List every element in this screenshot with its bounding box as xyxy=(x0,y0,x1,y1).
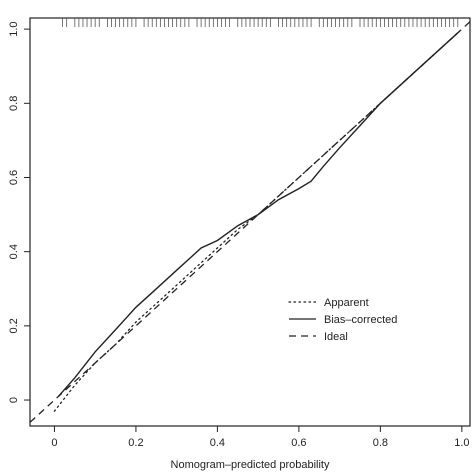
y-tick-label-3: 0.6 xyxy=(8,170,20,185)
y-tick-label-4: 0.8 xyxy=(8,96,20,111)
x-tick-label-3: 0.6 xyxy=(291,437,306,449)
y-tick-label-0: 0 xyxy=(8,397,20,403)
series-line-dotted xyxy=(53,28,463,412)
y-tick-label-5: 1.0 xyxy=(8,21,20,36)
x-axis-title: Nomogram–predicted probability xyxy=(171,459,330,471)
legend-label-dashed: Ideal xyxy=(324,331,348,343)
x-tick-label-4: 0.8 xyxy=(373,437,388,449)
x-axis: 0 0.2 0.4 0.6 0.8 1.0 xyxy=(51,426,470,449)
y-tick-label-1: 0.2 xyxy=(8,318,20,333)
x-tick-label-5: 1.0 xyxy=(454,437,469,449)
legend-label-solid: Bias–corrected xyxy=(324,314,397,326)
rug-marks xyxy=(62,18,459,27)
x-tick-label-2: 0.4 xyxy=(210,437,225,449)
legend-label-dotted: Apparent xyxy=(324,297,369,309)
x-tick-label-0: 0 xyxy=(51,437,57,449)
y-axis: 0 0.2 0.4 0.6 0.8 1.0 xyxy=(8,21,30,403)
plot-frame xyxy=(29,17,471,427)
series-line-dashed xyxy=(30,21,470,423)
y-tick-label-2: 0.4 xyxy=(8,244,20,259)
x-tick-label-1: 0.2 xyxy=(128,437,143,449)
series-lines xyxy=(30,21,470,423)
legend: Apparent Bias–corrected Ideal xyxy=(288,297,397,343)
